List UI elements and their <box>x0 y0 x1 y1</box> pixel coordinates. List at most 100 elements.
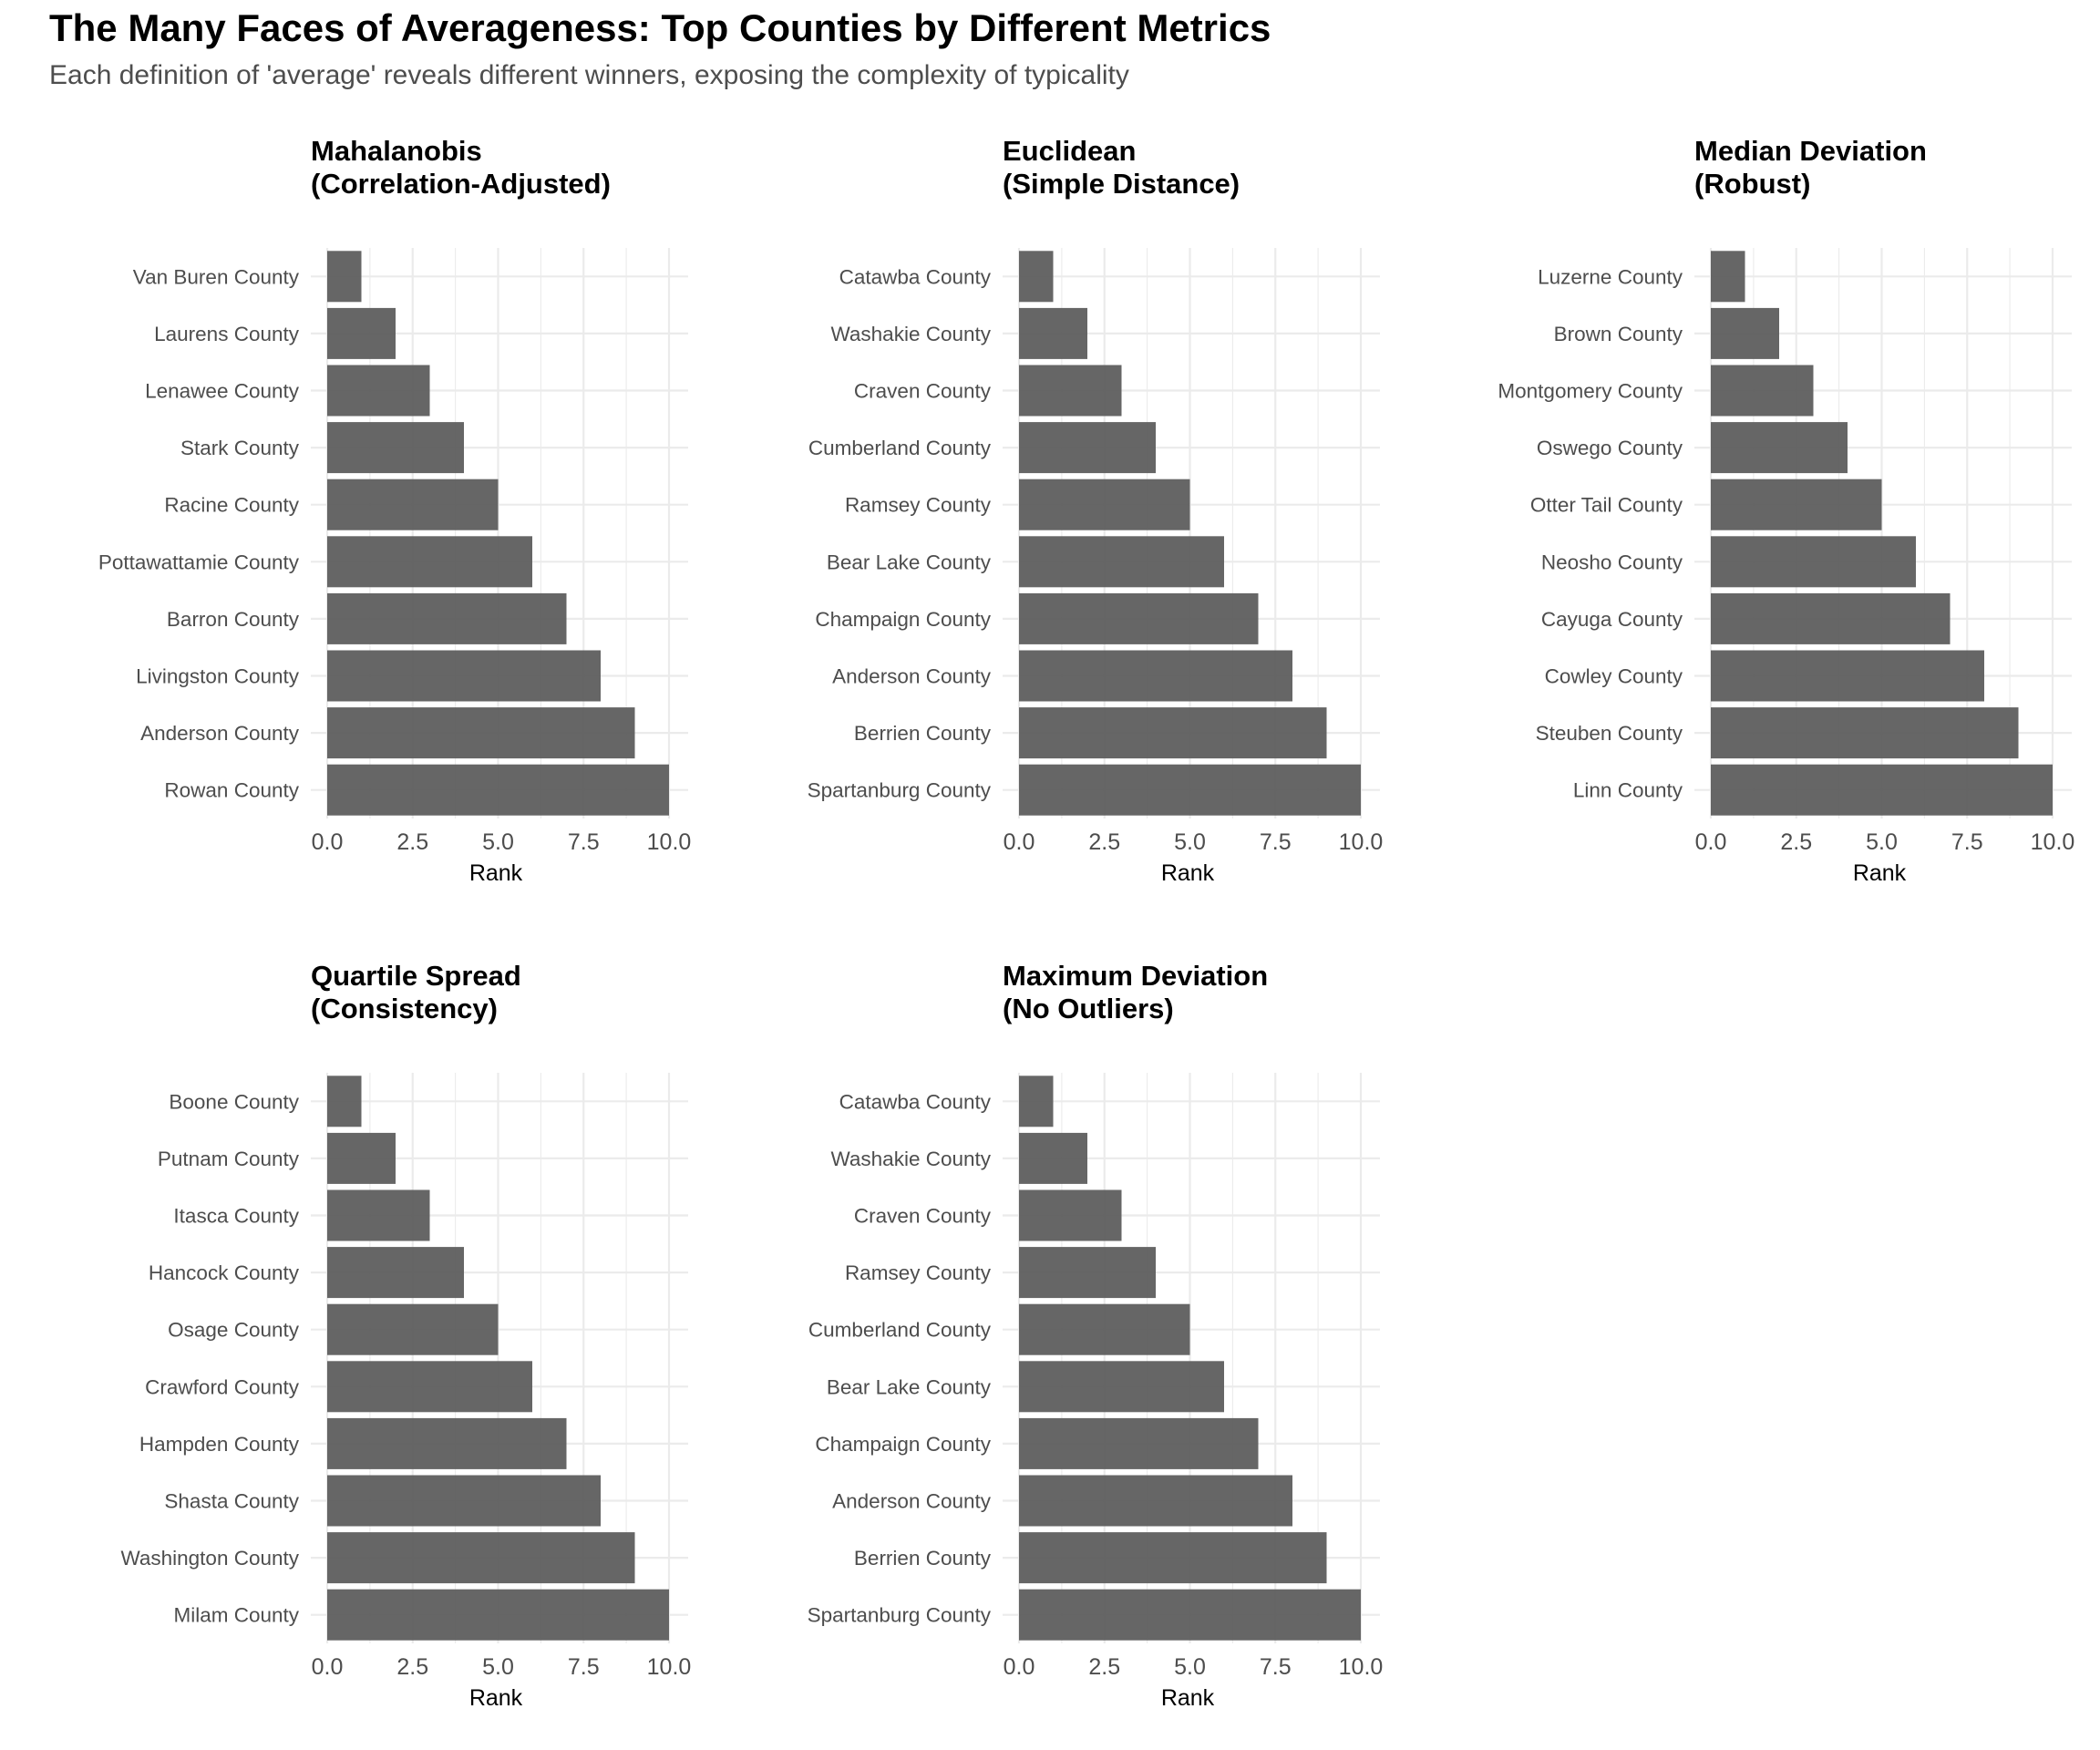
category-label: Oswego County <box>1537 437 1683 459</box>
bar <box>327 479 499 530</box>
bar <box>1711 536 1916 588</box>
category-label: Cayuga County <box>1541 608 1683 631</box>
bar <box>1711 365 1814 417</box>
category-label: Lenawee County <box>145 380 300 403</box>
bar <box>1019 479 1190 530</box>
bar <box>1019 707 1327 759</box>
category-label: Osage County <box>168 1319 300 1342</box>
bar <box>327 1532 635 1584</box>
x-tick-label: 10.0 <box>2031 829 2075 855</box>
category-label: Champaign County <box>815 608 991 631</box>
panel-title-line: Maximum Deviation <box>1003 960 1268 992</box>
x-tick-label: 2.5 <box>396 829 428 855</box>
bar <box>1019 1303 1190 1355</box>
bar <box>1019 365 1122 417</box>
panel-title: Median Deviation (Robust) <box>1694 135 1927 200</box>
category-label: Milam County <box>173 1604 299 1627</box>
category-label: Catawba County <box>839 265 992 288</box>
bar <box>1711 307 1779 359</box>
x-tick-label: 7.5 <box>1260 1654 1292 1680</box>
category-label: Stark County <box>180 437 300 459</box>
bar <box>1019 1361 1224 1413</box>
x-tick-label: 7.5 <box>568 1654 600 1680</box>
category-label: Berrien County <box>854 722 992 745</box>
category-label: Shasta County <box>164 1490 299 1513</box>
bar <box>327 307 396 359</box>
bar <box>327 1247 464 1299</box>
x-tick-label: 10.0 <box>647 829 692 855</box>
category-label: Champaign County <box>815 1433 991 1456</box>
bar <box>1711 707 2019 759</box>
category-label: Cowley County <box>1545 665 1683 688</box>
bar <box>327 536 532 588</box>
x-tick-label: 10.0 <box>1339 1654 1384 1680</box>
category-label: Craven County <box>854 380 992 403</box>
bar <box>327 1132 396 1184</box>
bar <box>1711 764 2053 816</box>
bar <box>1019 307 1087 359</box>
bar <box>1711 650 1984 702</box>
chart-title: The Many Faces of Averageness: Top Count… <box>49 6 1271 49</box>
bar <box>1711 422 1848 474</box>
bar <box>1019 1532 1327 1584</box>
category-label: Boone County <box>169 1090 299 1113</box>
x-tick-label: 10.0 <box>1339 829 1384 855</box>
bar <box>1711 479 1882 530</box>
category-label: Anderson County <box>832 665 992 688</box>
panel-title-line: (Correlation-Adjusted) <box>311 168 611 200</box>
panel-4: Quartile Spread (Consistency) Boone County… <box>120 960 691 1711</box>
bar <box>1019 251 1054 303</box>
bar <box>1019 1475 1292 1527</box>
x-axis-title: Rank <box>1161 1685 1215 1711</box>
category-label: Brown County <box>1554 323 1683 345</box>
panel-title-line: (Consistency) <box>311 993 498 1024</box>
bar <box>1711 251 1745 303</box>
x-tick-label: 2.5 <box>1780 829 1812 855</box>
x-tick-label: 10.0 <box>647 1654 692 1680</box>
x-tick-label: 0.0 <box>312 1654 344 1680</box>
x-tick-label: 5.0 <box>1174 829 1206 855</box>
x-tick-label: 5.0 <box>1174 1654 1206 1680</box>
x-tick-label: 7.5 <box>568 829 600 855</box>
x-tick-label: 2.5 <box>396 1654 428 1680</box>
category-label: Montgomery County <box>1498 380 1683 403</box>
category-label: Livingston County <box>136 665 300 688</box>
category-label: Hancock County <box>149 1261 300 1284</box>
bar <box>1019 1589 1361 1641</box>
x-tick-label: 2.5 <box>1088 1654 1120 1680</box>
bar <box>327 707 635 759</box>
bar <box>327 365 430 417</box>
panel-title: Mahalanobis (Correlation-Adjusted) <box>311 135 611 200</box>
category-label: Washakie County <box>831 323 992 345</box>
x-tick-label: 0.0 <box>1004 829 1035 855</box>
category-label: Washington County <box>120 1547 299 1570</box>
category-label: Crawford County <box>145 1375 300 1398</box>
chart-subtitle: Each definition of 'average' reveals dif… <box>49 60 1129 90</box>
category-label: Ramsey County <box>845 1261 992 1284</box>
category-label: Berrien County <box>854 1547 992 1570</box>
category-label: Hampden County <box>139 1433 300 1456</box>
bar <box>327 1361 532 1413</box>
bar <box>327 1589 669 1641</box>
bar <box>327 1189 430 1241</box>
category-label: Neosho County <box>1541 551 1683 573</box>
x-axis-title: Rank <box>469 860 523 886</box>
bar <box>1019 422 1156 474</box>
category-label: Anderson County <box>832 1490 992 1513</box>
panel-5: Maximum Deviation (No Outliers) Catawba Co… <box>808 960 1384 1711</box>
x-axis-title: Rank <box>1161 860 1215 886</box>
x-tick-label: 0.0 <box>1695 829 1727 855</box>
panel-title: Quartile Spread (Consistency) <box>311 960 521 1024</box>
category-label: Spartanburg County <box>808 779 992 802</box>
bar <box>327 1417 567 1469</box>
category-label: Racine County <box>164 494 299 517</box>
category-label: Cumberland County <box>808 1319 992 1342</box>
bar <box>1019 592 1259 644</box>
x-tick-label: 2.5 <box>1088 829 1120 855</box>
x-tick-label: 7.5 <box>1951 829 1983 855</box>
bar <box>1019 1247 1156 1299</box>
category-label: Craven County <box>854 1205 992 1228</box>
category-label: Pottawattamie County <box>98 551 300 573</box>
bar <box>1019 1417 1259 1469</box>
